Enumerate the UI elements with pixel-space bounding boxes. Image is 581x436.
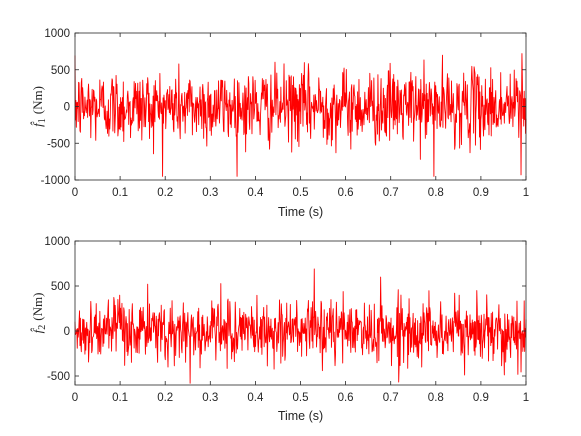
y-axis-subscript-1: 1 [37, 118, 48, 123]
y-axis-unit-1: (Nm) [30, 86, 45, 114]
y-tick-label: -1000 [41, 175, 70, 187]
x-tick-label: 0.6 [338, 187, 354, 199]
y-tick-label: 0 [64, 326, 70, 338]
x-tick-label: 0.2 [157, 392, 173, 404]
ticks-layer-1: 0 0.1 0.2 0.3 0.4 0.5 0.6 0.7 0.8 0.9 1 -1000 -500 0 5… [41, 28, 530, 199]
x-tick-label: 0.9 [473, 392, 489, 404]
y-tick-label: -500 [47, 371, 70, 383]
series-line-2 [74, 268, 527, 384]
x-tick-label: 0.4 [247, 392, 264, 404]
y-axis-unit-2: (Nm) [30, 293, 45, 321]
x-tick-label: 0.1 [112, 392, 128, 404]
series-layer-1 [74, 53, 527, 177]
x-tick-label: 1 [523, 392, 529, 404]
x-tick-label: 0.2 [157, 187, 173, 199]
y-axis-symbol-1: f̂ [30, 121, 45, 127]
y-tick-label: 1000 [44, 236, 70, 248]
x-tick-label: 0.3 [202, 392, 218, 404]
subplot-2: 0 0.1 0.2 0.3 0.4 0.5 0.6 0.7 0.8 0.9 1-5000500100… [30, 236, 529, 423]
series-layer-2 [74, 268, 527, 384]
x-axis-title-1: Time (s) [278, 205, 323, 219]
x-tick-label: 0.9 [473, 187, 489, 199]
x-tick-label: 0.5 [293, 187, 309, 199]
y-axis-title-1: f̂1 (Nm) [30, 86, 48, 127]
y-tick-label: 1000 [44, 28, 70, 40]
x-tick-label: 0 [72, 392, 78, 404]
x-tick-label: 0.7 [383, 187, 399, 199]
x-axis-title-2: Time (s) [278, 409, 323, 423]
y-tick-label: -500 [47, 138, 70, 150]
svg-text:f̂2(Nm): f̂2 (Nm) [30, 293, 48, 334]
x-tick-label: 0.5 [293, 392, 309, 404]
x-tick-label: 0 [72, 187, 78, 199]
y-axis-subscript-2: 2 [37, 325, 48, 330]
svg-text:f̂1(Nm): f̂1 (Nm) [30, 86, 48, 127]
x-tick-label: 0.4 [247, 187, 264, 199]
x-tick-label: 0.1 [112, 187, 128, 199]
y-tick-label: 0 [64, 102, 70, 114]
x-tick-label: 0.8 [428, 187, 444, 199]
y-axis-symbol-2: f̂ [30, 327, 45, 333]
subplot-1: 0 0.1 0.2 0.3 0.4 0.5 0.6 0.7 0.8 0.9 1 -1000 -500 0 5… [30, 28, 529, 219]
y-axis-title-2: f̂2 (Nm) [30, 293, 48, 334]
series-line-1 [74, 53, 527, 177]
x-tick-label: 1 [523, 187, 529, 199]
y-tick-label: 500 [51, 281, 70, 293]
x-tick-label: 0.8 [428, 392, 444, 404]
y-tick-label: 500 [51, 65, 70, 77]
ticks-layer-2: 0 0.1 0.2 0.3 0.4 0.5 0.6 0.7 0.8 0.9 1-5000500100… [44, 236, 529, 404]
x-tick-label: 0.6 [338, 392, 354, 404]
x-tick-label: 0.7 [383, 392, 399, 404]
x-tick-label: 0.3 [202, 187, 218, 199]
